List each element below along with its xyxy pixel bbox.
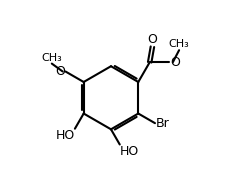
Text: Br: Br bbox=[156, 117, 170, 130]
Text: CH₃: CH₃ bbox=[42, 53, 62, 63]
Text: O: O bbox=[55, 65, 65, 78]
Text: CH₃: CH₃ bbox=[169, 39, 190, 49]
Text: O: O bbox=[148, 33, 157, 46]
Text: HO: HO bbox=[120, 145, 139, 158]
Text: O: O bbox=[170, 56, 180, 69]
Text: HO: HO bbox=[55, 129, 74, 142]
